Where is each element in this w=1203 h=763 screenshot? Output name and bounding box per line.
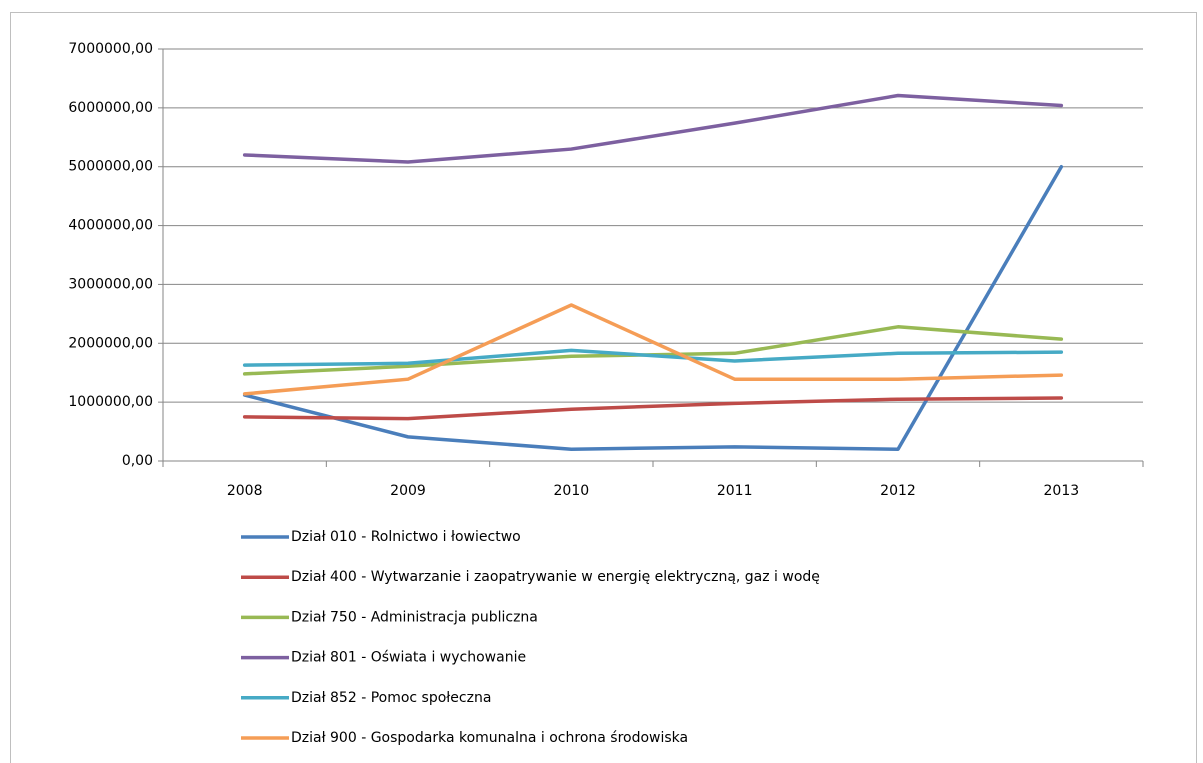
x-tick-label: 2013 [1044,483,1080,499]
x-tick-label: 2011 [717,483,753,499]
y-tick-label: 5000000,00 [68,159,153,175]
series-line [242,303,1064,396]
y-tick-label: 4000000,00 [68,218,153,234]
legend-label: Dział 801 - Oświata i wychowanie [291,650,526,666]
legend-label: Dział 852 - Pomoc społeczna [291,690,491,706]
chart-frame [10,12,1197,763]
series-line [242,348,1064,367]
legend-label: Dział 900 - Gospodarka komunalna i ochro… [291,730,688,746]
y-tick-label: 0,00 [122,453,153,469]
y-tick-label: 3000000,00 [68,276,153,292]
legend-label: Dział 010 - Rolnictwo i łowiectwo [291,529,521,545]
series-line [242,93,1064,164]
y-tick-label: 7000000,00 [68,41,153,57]
legend-label: Dział 750 - Administracja publiczna [291,609,538,625]
series-line [242,396,1064,421]
y-tick-label: 2000000,00 [68,335,153,351]
x-tick-label: 2008 [227,483,263,499]
series-line [242,164,1064,451]
x-tick-label: 2009 [390,483,426,499]
y-tick-label: 6000000,00 [68,100,153,116]
x-tick-label: 2010 [554,483,590,499]
legend-label: Dział 400 - Wytwarzanie i zaopatrywanie … [291,569,820,585]
x-tick-label: 2012 [880,483,916,499]
y-tick-label: 1000000,00 [68,394,153,410]
